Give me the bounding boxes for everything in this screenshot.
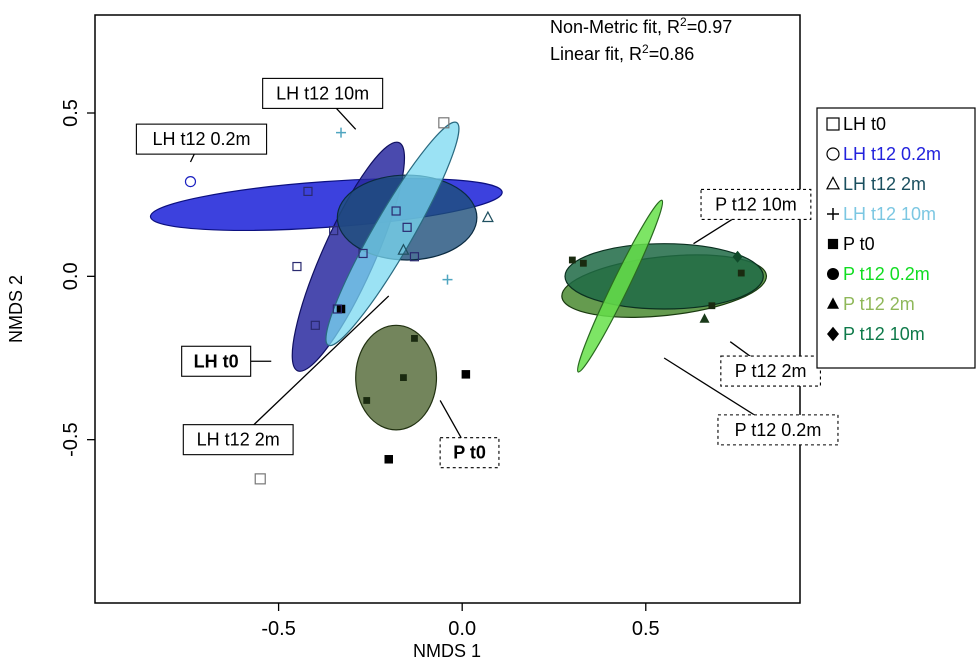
y-axis-label: NMDS 2 (6, 275, 26, 343)
x-axis-label: NMDS 1 (413, 641, 481, 661)
ellipse-p-t12-10m (564, 243, 764, 310)
point-inner-filled-6 (708, 302, 716, 310)
callout-p-t0: P t0 (439, 400, 500, 469)
legend-label: P t12 0.2m (843, 264, 930, 284)
point-lh-t12-10m-0 (336, 127, 347, 138)
point-p-t12-10m-0 (732, 250, 743, 263)
point-lh-t12-10m-1 (442, 274, 453, 285)
callout-p-t12-0-2m: P t12 0.2m (663, 357, 839, 446)
x-tick-label: -0.5 (261, 618, 295, 640)
point-lh-t12-0-2m-0 (184, 176, 197, 188)
callout-lh-t12-10m: LH t12 10m (262, 77, 384, 130)
legend-entry-lh-t0: LH t0 (826, 114, 886, 134)
point-inner-open-8 (409, 252, 420, 262)
point-lh-t12-2m-0 (397, 243, 410, 255)
legend-entry-p-t12-2m: P t12 2m (827, 294, 915, 314)
point-inner-open-7 (402, 222, 412, 232)
point-inner-open-4 (332, 304, 342, 314)
point-inner-filled-3 (579, 259, 587, 267)
point-inner-open-6 (391, 206, 401, 216)
ellipse-p-t0 (355, 324, 438, 431)
x-tick-label: 0.5 (632, 618, 660, 640)
point-inner-filled-1 (400, 374, 407, 381)
callout-lh-t12-2m: LH t12 2m (182, 295, 390, 456)
legend-marker (827, 238, 839, 250)
ellipse-p-t12-0-2m (576, 199, 664, 373)
legend-frame (816, 107, 976, 369)
point-inner-filled-0 (411, 335, 418, 342)
point-inner-open-3 (310, 320, 320, 330)
markers-layer (184, 117, 745, 485)
legend-label: P t12 10m (843, 324, 925, 344)
legend-entry-lh-t12-0-2m: LH t12 0.2m (826, 144, 941, 164)
axes-layer: -0.5 0.0 0.5 -0.5 0.0 0.5 (60, 99, 660, 640)
legend-label: LH t12 2m (843, 174, 926, 194)
x-tick-label: 0.0 (448, 618, 476, 640)
callout-lh-t12-0-2m: LH t12 0.2m (135, 123, 268, 163)
callout-label: LH t12 10m (276, 83, 369, 103)
legend-label: P t0 (843, 234, 875, 254)
legend-marker (826, 117, 840, 131)
legend-entry-p-t12-0-2m: P t12 0.2m (827, 264, 930, 284)
point-inner-open-2 (292, 261, 302, 272)
legend-marker (826, 176, 840, 190)
callouts-layer: LH t12 10m LH t12 0.2m LH t0 LH t12 2m P t0 P… (135, 77, 839, 469)
legend-label: LH t12 0.2m (843, 144, 941, 164)
point-lh-t12-2m-1 (481, 210, 494, 223)
point-lh-t0-0 (438, 117, 450, 129)
callout-p-t12-10m: P t12 10m (693, 188, 812, 245)
legend-marker (827, 326, 839, 342)
point-inner-open-5 (358, 248, 368, 259)
legend-entry-lh-t12-10m: LH t12 10m (827, 204, 936, 224)
legend-label: LH t0 (843, 114, 886, 134)
ellipses-layer (149, 121, 768, 431)
legend-marker (827, 268, 839, 280)
callout-label: P t0 (453, 443, 486, 463)
callout-label: P t12 10m (715, 194, 797, 214)
y-tick-label: -0.5 (60, 422, 82, 456)
legend-entry-p-t12-10m: P t12 10m (827, 324, 925, 344)
point-inner-filled-5 (737, 269, 745, 277)
callout-lh-t0: LH t0 (181, 345, 272, 377)
legend-entry-lh-t12-2m: LH t12 2m (826, 174, 926, 194)
legend: LH t0 LH t12 0.2m LH t12 2m LH t12 10m P t0 P… (816, 107, 976, 369)
callout-label: LH t12 0.2m (152, 129, 250, 149)
point-inner-filled-2 (363, 397, 371, 404)
point-p-t0-2 (384, 455, 393, 464)
point-inner-open-1 (329, 226, 339, 236)
point-p-t0-1 (461, 370, 471, 379)
point-p-t12-2m-0 (699, 313, 710, 323)
y-tick-label: 0.5 (60, 99, 82, 127)
callout-p-t12-2m: P t12 2m (720, 341, 821, 387)
y-tick-label: 0.0 (60, 262, 82, 290)
annotation-linear: Linear fit, R2=0.86 (550, 42, 694, 64)
legend-entry-p-t0: P t0 (827, 234, 875, 254)
legend-label: LH t12 10m (843, 204, 936, 224)
legend-marker (826, 147, 840, 161)
callout-label: LH t0 (194, 351, 239, 371)
legend-marker (827, 208, 839, 220)
point-lh-t0-1 (254, 473, 266, 485)
callout-label: P t12 2m (735, 361, 807, 381)
ellipse-lh-t12-10m (325, 121, 460, 347)
callout-label: P t12 0.2m (735, 420, 822, 440)
annotation-nonmetric: Non-Metric fit, R2=0.97 (550, 15, 732, 37)
point-inner-open-0 (303, 186, 313, 196)
callout-label: LH t12 2m (197, 430, 280, 450)
point-inner-filled-4 (568, 256, 576, 264)
legend-label: P t12 2m (843, 294, 915, 314)
legend-marker (827, 297, 839, 309)
